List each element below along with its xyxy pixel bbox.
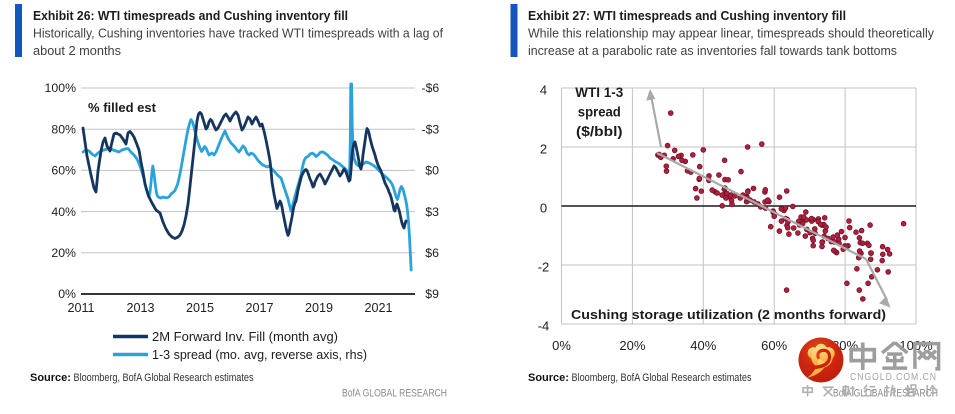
svg-text:60%: 60% xyxy=(761,338,787,353)
svg-text:2M Forward Inv. Fill (month av: 2M Forward Inv. Fill (month avg) xyxy=(152,329,338,344)
svg-text:0%: 0% xyxy=(58,287,76,301)
svg-text:2019: 2019 xyxy=(305,301,333,315)
svg-text:BofA GLOBAL RESEARCH: BofA GLOBAL RESEARCH xyxy=(833,388,938,400)
svg-text:While this relationship may ap: While this relationship may appear linea… xyxy=(528,26,935,41)
svg-text:Source:: Source: xyxy=(30,372,71,384)
svg-text:% filled est: % filled est xyxy=(88,100,157,115)
svg-text:Exhibit 26: WTI timespreads an: Exhibit 26: WTI timespreads and Cushing … xyxy=(33,8,348,23)
svg-text:2011: 2011 xyxy=(67,301,94,315)
svg-text:spread: spread xyxy=(578,105,621,120)
svg-text:-$6: -$6 xyxy=(422,81,440,95)
svg-text:CNGOLD.COM.CN: CNGOLD.COM.CN xyxy=(850,372,937,383)
svg-text:0: 0 xyxy=(540,200,547,215)
svg-text:100%: 100% xyxy=(45,81,77,95)
svg-text:2015: 2015 xyxy=(186,301,214,315)
svg-text:Source:: Source: xyxy=(528,372,569,384)
svg-text:2013: 2013 xyxy=(126,301,154,315)
svg-text:-2: -2 xyxy=(538,259,550,274)
svg-text:increase at a parabolic rate a: increase at a parabolic rate as inventor… xyxy=(528,43,897,58)
svg-text:20%: 20% xyxy=(619,338,645,353)
svg-text:WTI 1-3: WTI 1-3 xyxy=(575,85,623,100)
svg-text:0%: 0% xyxy=(552,338,571,353)
svg-text:80%: 80% xyxy=(51,122,76,136)
svg-text:1-3 spread (mo. avg, reverse a: 1-3 spread (mo. avg, reverse axis, rhs) xyxy=(152,347,367,362)
svg-text:Bloomberg, BofA Global Researc: Bloomberg, BofA Global Research estimate… xyxy=(572,372,752,384)
svg-text:40%: 40% xyxy=(690,338,716,353)
svg-text:$3: $3 xyxy=(425,205,439,219)
svg-text:$9: $9 xyxy=(425,287,439,301)
svg-text:($/bbl): ($/bbl) xyxy=(576,124,623,139)
svg-text:60%: 60% xyxy=(51,164,76,178)
svg-text:Cushing storage utilization (2: Cushing storage utilization (2 months fo… xyxy=(571,307,886,322)
svg-text:Historically, Cushing inventor: Historically, Cushing inventories have t… xyxy=(33,26,443,41)
svg-text:2021: 2021 xyxy=(364,301,392,315)
svg-text:$0: $0 xyxy=(425,164,439,178)
svg-text:2017: 2017 xyxy=(245,301,273,315)
svg-text:4: 4 xyxy=(540,82,547,97)
svg-text:-4: -4 xyxy=(538,318,550,333)
svg-text:2: 2 xyxy=(540,141,547,156)
svg-text:$6: $6 xyxy=(425,246,439,260)
svg-text:-$3: -$3 xyxy=(422,122,440,136)
svg-text:Bloomberg, BofA Global Researc: Bloomberg, BofA Global Research estimate… xyxy=(74,372,254,384)
svg-text:BofA GLOBAL RESEARCH: BofA GLOBAL RESEARCH xyxy=(342,388,447,400)
svg-text:Exhibit 27: WTI timespreads an: Exhibit 27: WTI timespreads and Cushing … xyxy=(528,8,846,23)
svg-text:about 2 months: about 2 months xyxy=(33,43,121,58)
svg-text:20%: 20% xyxy=(51,246,76,260)
svg-text:40%: 40% xyxy=(51,205,76,219)
